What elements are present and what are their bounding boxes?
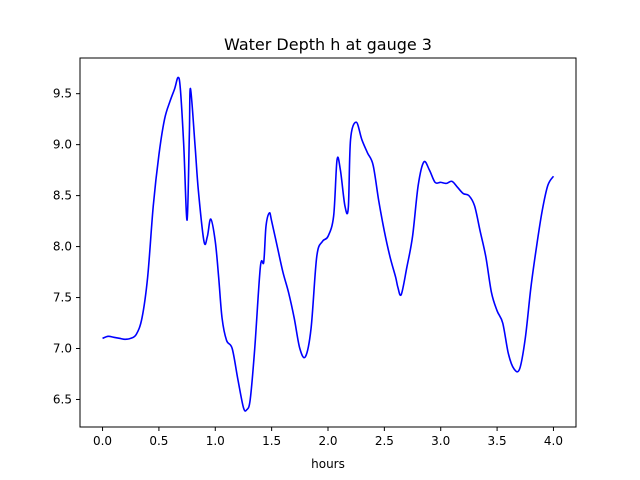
x-tick-label: 2.5 [375, 434, 394, 448]
x-tick-label: 2.0 [318, 434, 337, 448]
chart-title: Water Depth h at gauge 3 [224, 35, 432, 54]
plot-frame [80, 58, 576, 427]
x-tick-label: 4.0 [544, 434, 563, 448]
y-axis: 6.5 7.0 7.5 8.0 8.5 9.0 9.5 [53, 87, 80, 406]
x-tick-label: 0.0 [93, 434, 112, 448]
x-axis-label: hours [311, 457, 345, 471]
x-tick-label: 3.0 [431, 434, 450, 448]
x-tick-label: 3.5 [488, 434, 507, 448]
x-axis: 0.0 0.5 1.0 1.5 2.0 2.5 3.0 3.5 4.0 [93, 427, 563, 448]
data-layer [102, 76, 555, 412]
y-tick-label: 9.5 [53, 87, 72, 101]
y-tick-label: 8.0 [53, 240, 72, 254]
plot-area [79, 57, 577, 428]
y-tick-label: 6.5 [53, 392, 72, 406]
y-tick-label: 8.5 [53, 189, 72, 203]
x-tick-label: 1.5 [262, 434, 281, 448]
y-tick-label: 7.5 [53, 291, 72, 305]
series-line-0 [102, 76, 555, 412]
y-tick-label: 7.0 [53, 342, 72, 356]
x-tick-label: 1.0 [206, 434, 225, 448]
x-tick-label: 0.5 [149, 434, 168, 448]
y-tick-label: 9.0 [53, 138, 72, 152]
